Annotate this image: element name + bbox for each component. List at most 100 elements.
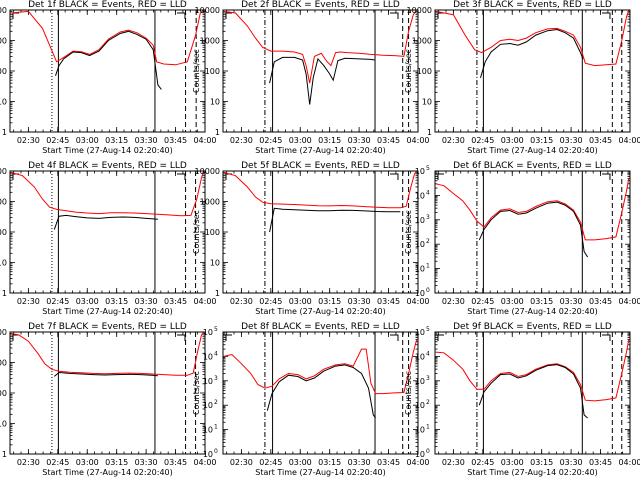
series-line-lld (223, 339, 418, 395)
x-tick-label: 03:00 (289, 458, 312, 467)
panel-title: Det 7f BLACK = Events, RED = LLD (28, 322, 187, 332)
x-tick-label: 02:45 (259, 458, 282, 467)
x-tick-label: 02:45 (471, 297, 494, 306)
x-tick-label: 03:30 (348, 458, 371, 467)
x-tick-label: 04:00 (618, 297, 640, 306)
y-tick-label: 10 (203, 377, 213, 386)
y-tick-label: 10 (415, 216, 425, 225)
y-axis-label: Counts/sec (404, 49, 413, 93)
y-tick-label: 10 (415, 426, 425, 435)
y-tick-exponent: 2 (426, 238, 430, 245)
x-axis-label: Start Time (27-Aug-14 02:20:40) (467, 307, 598, 316)
y-tick-label: 1000 (200, 198, 220, 207)
x-tick-label: 03:30 (135, 458, 158, 467)
x-tick-label: 03:15 (105, 136, 128, 145)
y-tick-label: 10 (210, 259, 220, 268)
panel-title: Det 4f BLACK = Events, RED = LLD (28, 161, 187, 171)
x-tick-label: 03:30 (135, 297, 158, 306)
x-tick-label: 03:00 (501, 458, 524, 467)
series-line-events (478, 364, 588, 419)
y-tick-exponent: 0 (214, 448, 218, 455)
corner-bracket (176, 334, 186, 341)
corner-bracket (437, 173, 444, 180)
corner-bracket (437, 12, 444, 19)
y-tick-exponent: 2 (214, 399, 218, 406)
y-tick-exponent: 3 (426, 214, 430, 221)
x-tick-label: 04:00 (406, 458, 429, 467)
plot-frame (222, 9, 419, 133)
plot-frame (222, 170, 419, 294)
y-axis-label: Counts/sec (192, 49, 201, 93)
x-tick-label: 03:00 (501, 297, 524, 306)
y-tick-exponent: 3 (214, 375, 218, 382)
y-tick-label: 10 (0, 98, 7, 107)
series-line-lld (10, 171, 205, 217)
corner-bracket (601, 334, 611, 341)
corner-bracket (12, 12, 19, 19)
x-tick-label: 03:00 (76, 458, 99, 467)
y-tick-label: 10 (415, 265, 425, 274)
corner-bracket (601, 12, 611, 19)
corner-bracket (225, 12, 232, 19)
plot-frame (434, 170, 631, 294)
y-tick-exponent: 4 (426, 350, 430, 357)
series-line-events (53, 371, 158, 377)
x-tick-label: 03:00 (289, 136, 312, 145)
x-tick-label: 04:00 (193, 136, 216, 145)
x-tick-label: 02:45 (259, 297, 282, 306)
x-tick-label: 03:30 (560, 136, 583, 145)
series-line-lld (10, 332, 205, 376)
x-axis-label: Start Time (27-Aug-14 02:20:40) (467, 146, 598, 155)
corner-bracket (437, 334, 444, 341)
x-tick-label: 02:45 (259, 136, 282, 145)
x-tick-label: 02:45 (471, 458, 494, 467)
x-tick-label: 04:00 (193, 458, 216, 467)
y-tick-label: 1 (2, 128, 7, 137)
x-axis-label: Start Time (27-Aug-14 02:20:40) (467, 468, 598, 477)
y-tick-label: 1000 (0, 198, 7, 207)
x-axis-label: Start Time (27-Aug-14 02:20:40) (42, 146, 173, 155)
panel-title: Det 9f BLACK = Events, RED = LLD (453, 322, 612, 332)
x-tick-label: 02:30 (442, 458, 465, 467)
y-tick-exponent: 0 (426, 287, 430, 294)
x-tick-label: 03:15 (318, 136, 341, 145)
y-tick-label: 10000 (0, 167, 7, 176)
y-tick-label: 10 (203, 328, 213, 337)
corner-bracket (389, 12, 399, 19)
y-tick-label: 1 (2, 450, 7, 459)
x-tick-label: 04:00 (618, 136, 640, 145)
x-tick-label: 02:45 (46, 458, 69, 467)
corner-bracket (12, 334, 19, 341)
x-tick-label: 03:45 (589, 136, 612, 145)
x-axis-label: Start Time (27-Aug-14 02:20:40) (255, 307, 386, 316)
series-line-lld (223, 10, 418, 84)
corner-bracket (389, 334, 399, 341)
x-tick-label: 03:45 (164, 297, 187, 306)
y-tick-label: 100 (0, 228, 7, 237)
x-tick-label: 03:30 (560, 458, 583, 467)
x-tick-label: 03:15 (105, 297, 128, 306)
y-tick-label: 10 (415, 450, 425, 459)
series-line-events (478, 201, 589, 258)
y-tick-exponent: 1 (426, 263, 430, 270)
corner-bracket (176, 12, 186, 19)
plot-frame (9, 331, 206, 455)
y-tick-label: 1 (215, 289, 220, 298)
y-tick-label: 10 (415, 289, 425, 298)
x-tick-label: 03:45 (164, 136, 187, 145)
panel-det-1: Det 1f BLACK = Events, RED = LLD11010010… (0, 0, 217, 155)
x-tick-label: 03:15 (318, 297, 341, 306)
y-tick-exponent: 0 (426, 448, 430, 455)
panel-title: Det 1f BLACK = Events, RED = LLD (28, 0, 187, 10)
x-tick-label: 03:15 (530, 297, 553, 306)
x-tick-label: 03:15 (318, 458, 341, 467)
x-tick-label: 02:30 (17, 297, 40, 306)
series-group (223, 171, 418, 233)
x-tick-label: 03:45 (377, 136, 400, 145)
series-line-events (53, 214, 158, 230)
panel-title: Det 6f BLACK = Events, RED = LLD (453, 161, 612, 171)
y-tick-label: 1 (215, 128, 220, 137)
corner-bracket (225, 334, 232, 341)
